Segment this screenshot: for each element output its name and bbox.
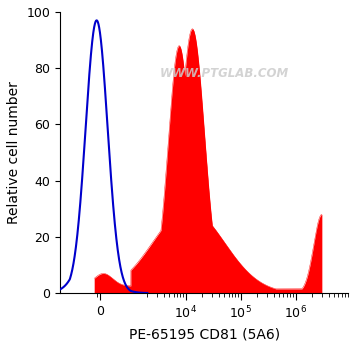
X-axis label: PE-65195 CD81 (5A6): PE-65195 CD81 (5A6) xyxy=(129,327,280,341)
Text: WWW.PTGLAB.COM: WWW.PTGLAB.COM xyxy=(160,67,289,80)
Y-axis label: Relative cell number: Relative cell number xyxy=(7,81,21,224)
